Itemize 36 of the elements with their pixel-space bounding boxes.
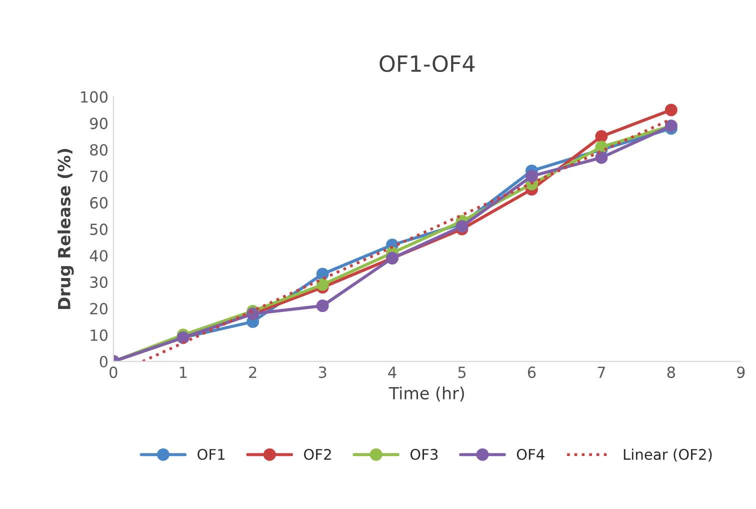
y-tick-label: 50 [90, 224, 108, 236]
y-tick-label: 70 [90, 170, 108, 182]
point [664, 104, 678, 116]
y-tick-label: 60 [90, 197, 108, 209]
x-tick-label: 3 [318, 366, 326, 378]
point [595, 151, 608, 164]
point [595, 130, 608, 143]
point [316, 278, 329, 291]
x-tick-label: 2 [249, 366, 256, 378]
y-tick-label: 20 [90, 302, 108, 314]
chart-title: OF1-OF4 [380, 55, 475, 72]
x-axis-title: Time (hr) [388, 386, 464, 402]
x-tick-label: 4 [388, 366, 396, 378]
x-tick-label: 0 [110, 366, 118, 378]
x-tick-label: 6 [528, 366, 536, 378]
point [316, 300, 329, 312]
x-tick-label: 8 [667, 366, 675, 378]
y-tick-label: 30 [90, 276, 108, 288]
point [456, 220, 468, 233]
y-tick-label: 90 [90, 118, 108, 130]
x-tick-label: 1 [180, 366, 187, 378]
legend-label: Linear (OF2) [624, 448, 712, 462]
legend-label: OF4 [516, 448, 544, 460]
x-tick-label: 7 [598, 366, 605, 378]
y-tick-label: 10 [90, 329, 108, 341]
y-tick-label: 80 [90, 144, 108, 156]
legend-label: OF2 [304, 448, 331, 460]
legend-label: OF3 [410, 448, 438, 460]
y-tick-label: 40 [90, 250, 108, 262]
y-tick-label: 0 [100, 356, 108, 368]
point [525, 170, 538, 182]
legend-label: OF1 [198, 448, 225, 460]
y-axis-title: Drug Release (%) [58, 148, 74, 310]
x-tick-label: 9 [736, 366, 745, 378]
y-tick-label: 100 [81, 91, 108, 103]
x-tick-label: 5 [458, 366, 466, 378]
